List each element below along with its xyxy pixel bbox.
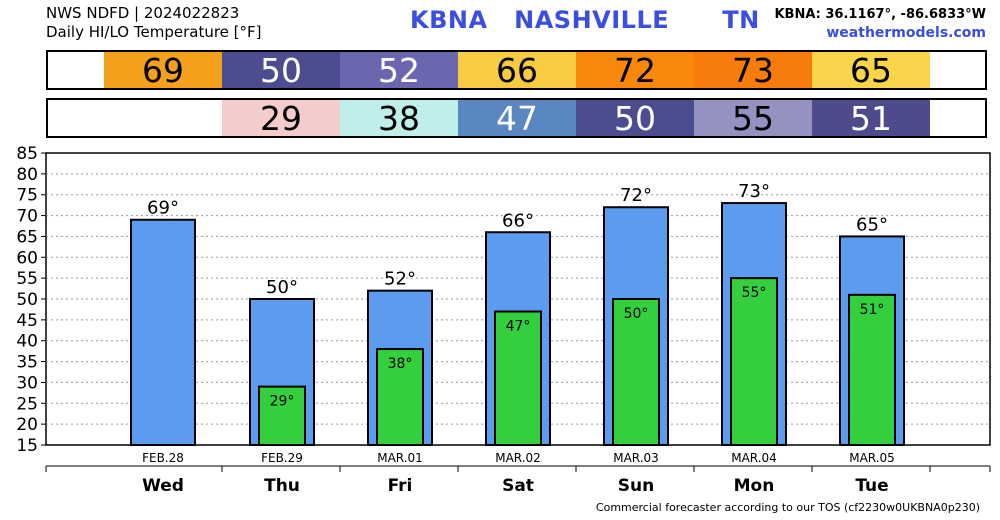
lo-temperature-strip: 29 38 47 50 55 51 (46, 98, 987, 138)
hi-temp-cell: 72 (576, 51, 694, 90)
y-tick-label: 70 (16, 207, 38, 227)
hi-bar (130, 218, 196, 446)
header-left: NWS NDFD | 2024022823 Daily HI/LO Temper… (46, 4, 262, 42)
lo-temp-cell: 55 (694, 99, 812, 138)
header-right: KBNA: 36.1167°, -86.6833°W weathermodels… (774, 5, 986, 43)
y-tick-label: 25 (16, 394, 38, 414)
hi-temp-cell: 65 (812, 51, 930, 90)
hi-bar-label: 52° (384, 269, 416, 290)
hi-bar-label: 69° (147, 198, 179, 219)
x-weekday-label: Sun (618, 476, 654, 496)
lo-bar-label: 29° (270, 394, 295, 410)
y-tick-label: 60 (16, 248, 38, 268)
lo-temp-cell: 51 (812, 99, 930, 138)
lo-bar (376, 348, 424, 446)
x-date-label: MAR.03 (613, 451, 659, 465)
lo-temp-cell: 38 (340, 99, 458, 138)
station-coords: KBNA: 36.1167°, -86.6833°W (774, 7, 986, 22)
lo-bar-label: 55° (742, 285, 767, 301)
x-date-label: MAR.04 (731, 451, 777, 465)
hi-bar-label: 72° (620, 185, 652, 206)
site-link[interactable]: weathermodels.com (826, 25, 986, 41)
hi-temp-cell: 52 (340, 51, 458, 90)
y-tick-label: 75 (16, 186, 38, 206)
hi-temperature-strip: 69 50 52 66 72 73 65 (46, 50, 987, 90)
lo-bar (730, 277, 778, 446)
x-weekday-label: Tue (855, 476, 888, 496)
y-tick-label: 55 (16, 269, 38, 289)
hi-bar-label: 50° (266, 277, 298, 298)
lo-bar (258, 385, 306, 447)
hi-temp-cell: 50 (222, 51, 340, 90)
x-date-label: FEB.28 (142, 451, 184, 465)
x-date-label: FEB.29 (261, 451, 303, 465)
y-tick-label: 15 (16, 436, 38, 456)
x-weekday-label: Thu (264, 476, 300, 496)
x-date-label: MAR.05 (849, 451, 895, 465)
x-weekday-label: Wed (142, 476, 184, 496)
y-tick-label: 40 (16, 332, 38, 352)
x-date-label: MAR.02 (495, 451, 541, 465)
x-weekday-label: Mon (734, 476, 775, 496)
footer-note: Commercial forecaster according to our T… (595, 501, 980, 514)
lo-bar-label: 38° (388, 356, 413, 372)
lo-temp-cell: 50 (576, 99, 694, 138)
lo-bar-label: 51° (860, 302, 885, 318)
hi-temp-cell: 66 (458, 51, 576, 90)
y-tick-label: 50 (16, 290, 38, 310)
x-date-label: MAR.01 (377, 451, 423, 465)
hi-temp-cell: 73 (694, 51, 812, 90)
lo-temp-cell: 47 (458, 99, 576, 138)
lo-bar (612, 298, 660, 446)
y-tick-label: 65 (16, 227, 38, 247)
lo-bar (494, 310, 542, 446)
x-weekday-label: Fri (388, 476, 413, 496)
variable-title: Daily HI/LO Temperature [°F] (46, 23, 262, 41)
y-tick-label: 30 (16, 373, 38, 393)
y-tick-label: 35 (16, 353, 38, 373)
y-tick-label: 80 (16, 165, 38, 185)
hi-temp-cell: 69 (104, 51, 222, 90)
lo-temp-cell (104, 100, 222, 136)
y-tick-label: 20 (16, 415, 38, 435)
station-title: KBNA NASHVILLE TN (410, 6, 760, 34)
y-tick-label: 45 (16, 311, 38, 331)
x-weekday-label: Sat (502, 476, 534, 496)
product-title: NWS NDFD | 2024022823 (46, 4, 240, 22)
lo-temp-cell: 29 (222, 99, 340, 138)
hi-bar-label: 65° (856, 214, 888, 235)
lo-bar-label: 50° (624, 306, 649, 322)
y-tick-label: 85 (16, 144, 38, 164)
lo-bar-label: 47° (506, 319, 531, 335)
hi-bar-label: 66° (502, 210, 534, 231)
hi-bar-label: 73° (738, 181, 770, 202)
lo-bar (848, 293, 896, 447)
